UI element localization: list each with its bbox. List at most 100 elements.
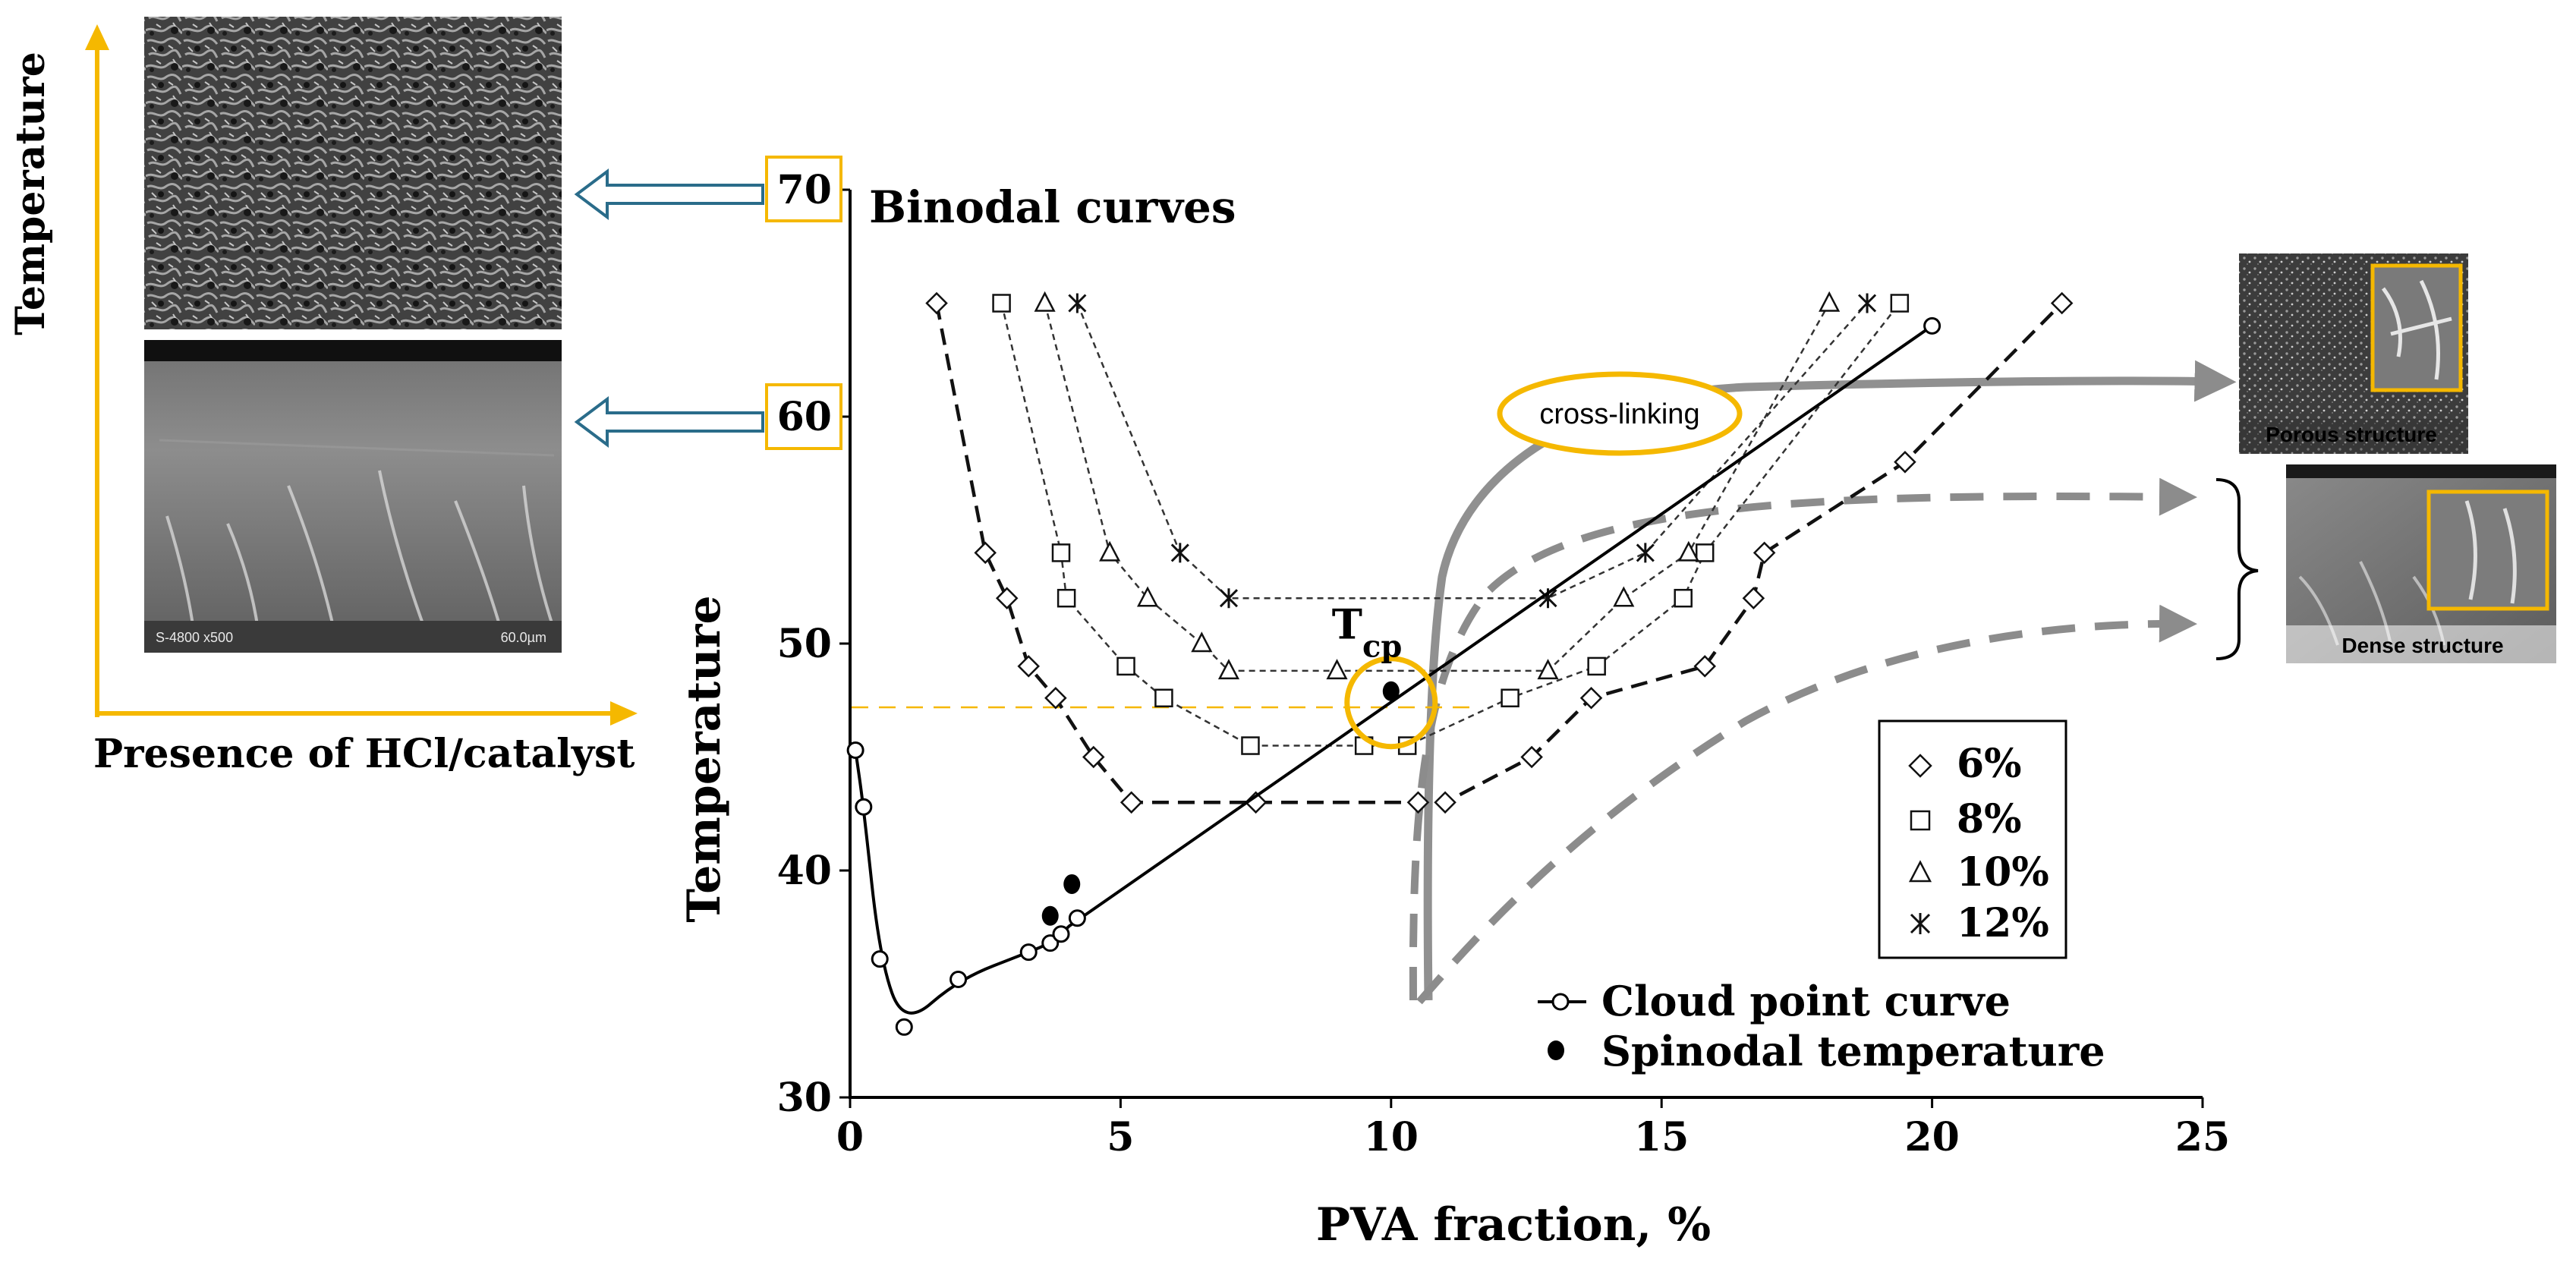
main-axes: 0 5 10 15 20 25 30 40 50 60 70 Temperature PVA fr… <box>678 167 2230 1251</box>
binodal-legend-box <box>1878 719 2067 959</box>
binodal-point-8pct <box>1116 656 1135 676</box>
binodal-point-8pct <box>1695 543 1715 562</box>
legend-marker-8 <box>1910 810 1931 831</box>
binodal-point-6pct <box>1044 686 1067 710</box>
cloud-point-marker <box>1052 925 1070 943</box>
binodal-curves <box>925 291 2074 814</box>
binodal-point-10pct <box>1191 631 1213 653</box>
y-tick-label: 40 <box>777 848 832 894</box>
y-tick-label: 70 <box>777 167 832 213</box>
chart-title: Binodal curves <box>869 181 1236 233</box>
binodal-point-10pct <box>1326 659 1348 680</box>
binodal-point-10pct <box>1613 586 1635 607</box>
binodal-point-10pct <box>1677 540 1699 562</box>
y-axis-label: Temperature <box>678 595 731 922</box>
x-tick-label: 10 <box>1364 1114 1419 1160</box>
sem-image-porous <box>144 17 562 329</box>
x-tick-label: 0 <box>836 1114 864 1160</box>
binodal-point-8pct <box>1501 688 1519 708</box>
cloud-point-marker <box>1041 934 1060 952</box>
binodal-point-8pct <box>1051 543 1071 562</box>
binodal-point-6pct <box>925 291 948 315</box>
x-tick-label: 5 <box>1107 1114 1134 1160</box>
x-tick-label: 25 <box>2175 1114 2230 1160</box>
y-tick-label: 60 <box>777 394 832 440</box>
cloud-point-marker <box>846 741 864 760</box>
spinodal-points <box>1041 681 1400 926</box>
spinodal-point <box>1382 681 1400 701</box>
sem-image-dense: S-4800 x500 60.0µm <box>144 340 562 653</box>
binodal-point-10pct <box>1136 586 1159 607</box>
outline-arrow-70 <box>574 168 764 220</box>
binodal-point-6pct <box>1017 655 1040 678</box>
sem-label-scale: 60.0µm <box>501 630 546 645</box>
outline-arrow-60 <box>574 396 764 448</box>
binodal-point-6pct <box>995 587 1019 609</box>
cloud-point-line <box>854 324 1933 1015</box>
binodal-line-8pct <box>1000 302 1901 747</box>
x-tick-label: 20 <box>1904 1114 1959 1160</box>
cloud-point-marker <box>949 971 968 989</box>
binodal-point-8pct <box>1154 688 1173 708</box>
binodal-point-6pct <box>1120 791 1143 814</box>
binodal-point-8pct <box>1587 656 1606 676</box>
legend-cloud-marker <box>1551 993 1570 1011</box>
binodal-point-12pct <box>1219 588 1239 609</box>
binodal-line-10pct <box>1044 302 1831 672</box>
binodal-point-6pct <box>1742 587 1765 609</box>
legend-marker-12 <box>1910 913 1931 934</box>
dense-structure-label: Dense structure <box>2341 634 2503 657</box>
binodal-point-6pct <box>1693 655 1716 678</box>
binodal-line-12pct <box>1076 302 1868 600</box>
binodal-point-12pct <box>1636 543 1655 563</box>
porous-structure-label: Porous structure <box>2266 423 2437 446</box>
binodal-point-12pct <box>1857 293 1877 313</box>
binodal-point-12pct <box>1068 293 1087 313</box>
spinodal-point <box>1041 905 1059 926</box>
tick-70-highlight <box>765 156 842 222</box>
left-axis-y-label: Temperature <box>8 52 54 335</box>
cross-linking-label: cross-linking <box>1539 398 1699 430</box>
binodal-point-6pct <box>1406 791 1430 814</box>
dense-curve-upper <box>1409 477 2197 1001</box>
cloud-point-marker <box>855 798 873 816</box>
x-tick-label: 15 <box>1634 1114 1689 1160</box>
y-tick-label: 50 <box>777 621 832 667</box>
binodal-point-8pct <box>1890 294 1910 313</box>
binodal-legend: 6% 8% 10% 12% <box>1878 719 2067 959</box>
binodal-point-6pct <box>1579 686 1603 710</box>
binodal-point-8pct <box>992 294 1011 313</box>
cloud-point-marker <box>1923 316 1941 335</box>
binodal-point-8pct <box>1241 736 1260 755</box>
legend-marker-10 <box>1908 860 1932 883</box>
binodal-point-10pct <box>1819 291 1841 312</box>
spinodal-point <box>1063 874 1081 894</box>
sem-label-top: S-4800 x500 <box>156 630 233 645</box>
binodal-point-6pct <box>1894 451 1916 474</box>
cloud-point-marker <box>1068 909 1086 927</box>
left-axis-vertical-arrowhead <box>85 24 109 50</box>
legend-label-8: 8% <box>1957 796 2022 842</box>
binodal-point-12pct <box>1170 543 1189 563</box>
x-axis-label: PVA fraction, % <box>1316 1198 1711 1251</box>
cloud-point-curve <box>846 316 1941 1036</box>
cloud-point-marker <box>895 1018 913 1036</box>
cloud-point-marker <box>1019 943 1038 962</box>
cross-linking-curve <box>1423 360 2237 1001</box>
tcp-circle <box>1344 656 1438 750</box>
left-inset: Temperature Presence of HCl/catalyst S-4… <box>8 17 764 777</box>
legend-label-12: 12% <box>1957 900 2049 946</box>
binodal-point-6pct <box>1520 745 1543 769</box>
binodal-point-6pct <box>974 541 997 565</box>
left-axis-x-label: Presence of HCl/catalyst <box>93 731 635 777</box>
dense-curve-lower <box>1416 604 2197 1005</box>
y-tick-label: 30 <box>777 1075 832 1121</box>
sem-dense-right: Dense structure <box>2286 464 2556 663</box>
legend-marker-6 <box>1908 754 1932 778</box>
legend-spinodal-label: Spinodal temperature <box>1601 1027 2105 1075</box>
binodal-point-6pct <box>1752 541 1776 565</box>
tick-60-highlight <box>765 383 842 450</box>
sem-porous-right: Porous structure <box>2239 253 2468 454</box>
binodal-point-10pct <box>1537 659 1559 680</box>
